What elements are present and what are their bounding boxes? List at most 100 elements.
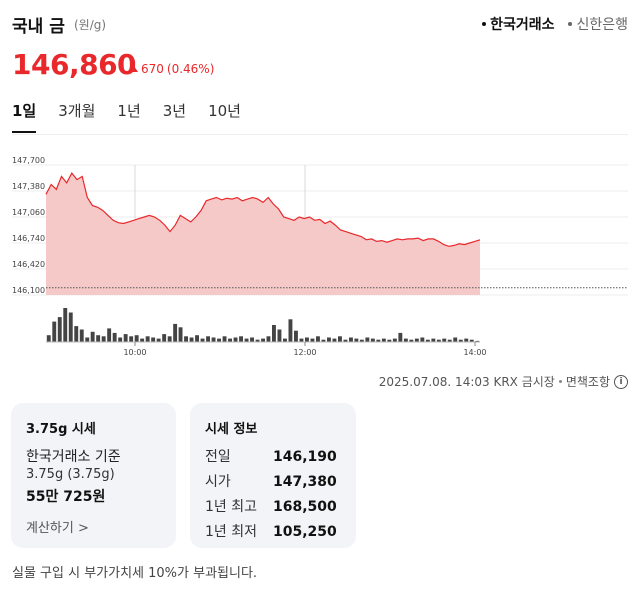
volume-bar <box>321 339 326 342</box>
tab-3y[interactable]: 3년 <box>162 102 187 120</box>
price-area-fill <box>46 173 480 295</box>
info-label: 1년 최고 <box>205 499 257 515</box>
volume-bar <box>354 338 359 342</box>
info-row-prev-close: 전일 146,190 <box>205 446 337 466</box>
info-icon[interactable]: i <box>614 374 628 389</box>
card-3-75g: 3.75g 시세 한국거래소 기준 3.75g (3.75g) 55만 725원… <box>11 403 176 548</box>
change-percent: (0.46%) <box>166 62 215 76</box>
volume-bar <box>458 339 463 342</box>
timestamp-row: 2025.07.08. 14:03 KRX 금시장 면책조항 i <box>379 373 628 390</box>
volume-bar <box>118 337 123 342</box>
volume-bar <box>475 340 480 342</box>
volume-bar <box>327 337 331 342</box>
volume-bars <box>46 308 480 343</box>
source-tab-label: 한국거래소 <box>490 17 555 33</box>
volume-bar <box>305 337 309 342</box>
header: 국내 금 (원/g) 한국거래소 신한은행 <box>12 12 628 38</box>
volume-bar <box>195 335 199 342</box>
volume-bar <box>392 338 397 342</box>
volume-bar <box>409 339 414 342</box>
volume-bar <box>294 330 298 342</box>
volume-bar <box>239 336 243 342</box>
volume-bar <box>68 312 73 342</box>
volume-bar <box>469 339 474 342</box>
volume-bar <box>156 338 161 342</box>
volume-bar <box>200 338 205 342</box>
volume-bar <box>107 328 112 342</box>
volume-bar <box>464 338 469 342</box>
info-label: 전일 <box>205 449 231 465</box>
volume-bar <box>447 339 452 342</box>
volume-bar <box>453 337 458 342</box>
info-value: 146,190 <box>273 449 337 465</box>
range-tabs: 1일 3개월 1년 3년 10년 <box>12 100 263 133</box>
info-row-open: 시가 147,380 <box>205 471 337 491</box>
volume-bar <box>376 339 381 342</box>
y-tick-label: 147,700 <box>12 156 45 165</box>
volume-bar <box>167 336 172 342</box>
volume-bar <box>233 337 238 342</box>
volume-bar <box>244 338 249 342</box>
disclaimer-link[interactable]: 면책조항 <box>565 375 610 389</box>
card-title: 3.75g 시세 <box>26 422 96 437</box>
volume-bar <box>431 338 436 342</box>
info-value: 147,380 <box>273 474 337 490</box>
volume-bar <box>151 337 156 342</box>
volume-bar <box>277 329 282 342</box>
source-tab-krx[interactable]: 한국거래소 <box>482 14 554 34</box>
up-triangle-icon <box>130 66 138 72</box>
source-tab-label: 신한은행 <box>576 17 628 33</box>
y-tick-label: 147,380 <box>12 182 45 191</box>
timestamp: 2025.07.08. 14:03 KRX 금시장 <box>378 375 555 389</box>
tab-10y[interactable]: 10년 <box>208 102 241 120</box>
volume-bar <box>255 339 260 342</box>
volume-bar <box>79 329 84 342</box>
volume-bar <box>425 339 430 342</box>
volume-bar <box>398 332 403 342</box>
tab-1d[interactable]: 1일 <box>12 100 37 133</box>
volume-bar <box>299 338 304 342</box>
info-value: 105,250 <box>273 524 337 540</box>
volume-bar <box>184 336 188 342</box>
source-tabs: 한국거래소 신한은행 <box>482 14 628 34</box>
tab-1y[interactable]: 1년 <box>117 102 141 120</box>
card-title: 시세 정보 <box>205 422 258 437</box>
price-per-don: 55만 725원 <box>26 489 106 505</box>
current-price: 146,860 <box>12 48 137 81</box>
volume-bar <box>403 338 408 342</box>
page-title: 국내 금 <box>12 17 65 37</box>
volume-bar <box>381 338 386 342</box>
volume-bar <box>349 337 353 342</box>
volume-bar <box>85 337 90 342</box>
volume-bar <box>272 325 276 342</box>
volume-bar <box>140 338 145 342</box>
volume-bar <box>217 338 221 342</box>
y-axis-labels: 147,700 147,380 147,060 146,740 146,420 146,1… <box>12 156 45 295</box>
y-tick-label: 147,060 <box>12 208 45 217</box>
change-amount: 670 <box>141 62 164 76</box>
volume-bar <box>206 336 210 342</box>
price-line <box>45 172 481 247</box>
volume-bar <box>178 327 183 342</box>
weight-text: 3.75g (3.75g) <box>26 467 115 482</box>
volume-bar <box>162 334 167 342</box>
volume-bar <box>288 319 293 342</box>
calculate-link[interactable]: 계산하기 > <box>26 521 89 536</box>
source-tab-shinhan[interactable]: 신한은행 <box>568 14 628 34</box>
separator-dot-icon <box>558 380 562 383</box>
tabs-divider <box>12 134 628 135</box>
volume-bar <box>145 336 150 342</box>
volume-bar <box>134 335 139 342</box>
price-chart[interactable]: 147,700 147,380 147,060 146,740 146,420 146,1… <box>0 150 640 360</box>
volume-bar <box>266 336 271 342</box>
volume-bar <box>123 334 128 342</box>
y-tick-label: 146,740 <box>12 234 45 243</box>
tab-3m[interactable]: 3개월 <box>58 102 96 120</box>
volume-bar <box>96 335 101 342</box>
volume-bar <box>310 338 315 342</box>
volume-bar <box>112 332 117 342</box>
volume-bar <box>414 338 419 342</box>
volume-bar <box>228 338 232 342</box>
y-tick-label: 146,420 <box>12 260 45 269</box>
volume-bar <box>261 338 265 342</box>
